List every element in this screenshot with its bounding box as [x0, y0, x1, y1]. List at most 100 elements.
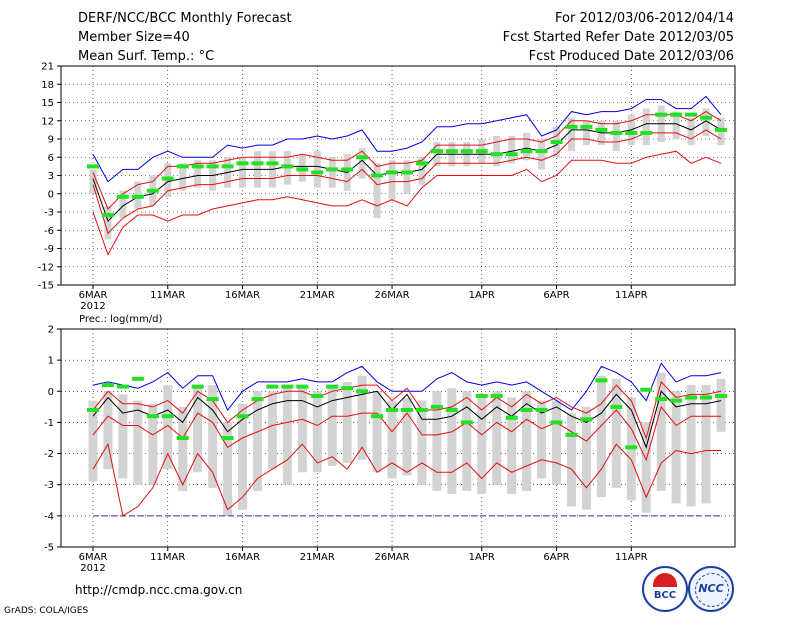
ensemble-box: [686, 385, 696, 507]
upper-spread-line: [92, 380, 722, 440]
observed-marker: [87, 407, 99, 412]
ensemble-box: [103, 391, 113, 470]
ensemble-box: [238, 403, 248, 510]
observed-marker: [176, 164, 189, 169]
min-line: [92, 150, 722, 256]
observed-marker: [430, 404, 443, 409]
observed-marker: [460, 149, 473, 154]
panel-temperature: 6MAR 11MAR 16MAR 21MAR 26MAR 1APR 6APR 11APR 201…: [38, 62, 736, 312]
ensemble-box: [178, 406, 188, 491]
ensemble-box: [447, 388, 457, 495]
footer-credit: GrADS: COLA/IGES: [4, 606, 89, 616]
ensemble-box: [477, 397, 487, 495]
observed-marker: [415, 407, 428, 412]
observed-marker: [700, 115, 713, 120]
ensemble-box: [358, 148, 366, 179]
ensemble-box: [672, 111, 680, 139]
observed-marker: [281, 384, 294, 389]
ensemble-box: [611, 378, 621, 488]
y-tick-label: 9: [48, 135, 54, 146]
ensemble-box: [89, 169, 97, 194]
header-start-date: Fcst Started Refer Date 2012/03/05: [502, 30, 734, 45]
observed-marker: [371, 414, 384, 419]
x-tick-label: 1APR: [469, 552, 495, 563]
ensemble-box: [596, 375, 606, 498]
x-tick-label: 11MAR: [150, 552, 185, 563]
header-forecast-period: For 2012/03/06-2012/04/14: [555, 11, 734, 26]
observed-marker: [116, 384, 129, 389]
observed-marker: [251, 397, 264, 402]
observed-marker: [610, 404, 623, 409]
y-tick-label: -3: [44, 480, 54, 491]
ensemble-box: [537, 400, 547, 479]
ensemble-box: [163, 385, 173, 470]
observed-marker: [131, 376, 144, 381]
observed-marker: [236, 414, 249, 419]
ensemble-box: [582, 120, 590, 146]
observed-marker: [341, 386, 354, 391]
x-tick-label: 26MAR: [374, 552, 409, 563]
y-tick-label: 3: [48, 171, 54, 182]
observed-marker: [610, 130, 623, 135]
observed-marker: [445, 149, 458, 154]
observed-marker: [565, 432, 578, 437]
panel-title: Prec.: log(mm/d): [79, 314, 162, 325]
y-tick-label: -9: [44, 244, 54, 255]
observed-marker: [550, 140, 563, 145]
observed-marker: [341, 167, 354, 172]
observed-marker: [715, 127, 727, 132]
footer-url[interactable]: http://cmdp.ncc.cma.gov.cn: [75, 583, 243, 597]
lower-spread-line: [92, 405, 721, 462]
observed-marker: [266, 384, 279, 389]
ensemble-box: [239, 157, 247, 188]
ncc-logo-globe-icon: [695, 573, 729, 607]
observed-marker: [490, 152, 503, 157]
ncc-logo: NCC: [688, 566, 734, 612]
x-tick-label: 11MAR: [150, 290, 185, 301]
ensemble-box: [702, 108, 710, 136]
observed-marker: [505, 415, 518, 420]
ensemble-box: [313, 151, 321, 188]
observed-marker: [625, 130, 638, 135]
observed-marker: [625, 445, 638, 450]
ensemble-box: [282, 388, 292, 485]
observed-marker: [460, 420, 473, 425]
x-year-label: 2012: [80, 563, 105, 574]
ensemble-box: [297, 388, 307, 473]
ensemble-box: [208, 385, 218, 488]
y-tick-label: 15: [41, 98, 54, 109]
observed-marker: [296, 167, 309, 172]
ensemble-box: [641, 422, 651, 513]
y-tick-label: 0: [48, 189, 54, 200]
max-line: [92, 362, 722, 411]
observed-marker: [670, 398, 683, 403]
observed-marker: [206, 164, 219, 169]
max-line: [92, 95, 722, 183]
observed-marker: [401, 407, 413, 412]
observed-marker: [445, 407, 458, 412]
observed-marker: [236, 161, 249, 166]
ensemble-box: [357, 375, 367, 460]
header-member-size: Member Size=40: [78, 30, 190, 45]
observed-marker: [326, 384, 339, 389]
observed-marker: [101, 383, 114, 388]
ensemble-box: [223, 422, 233, 516]
y-tick-label: 1: [48, 356, 54, 367]
observed-marker: [640, 130, 653, 135]
ensemble-box: [312, 391, 322, 473]
observed-marker: [535, 407, 548, 412]
ensemble-box: [566, 413, 576, 507]
ensemble-box: [403, 160, 411, 194]
ensemble-box: [716, 378, 726, 432]
bcc-logo-arc-icon: [653, 573, 677, 587]
x-tick-label: 11APR: [615, 552, 648, 563]
ensemble-box: [104, 205, 112, 240]
ensemble-mean-line: [92, 390, 722, 449]
ensemble-box: [327, 388, 337, 467]
ensemble-box: [523, 132, 531, 161]
observed-marker: [251, 161, 264, 166]
observed-marker: [176, 436, 189, 440]
x-year-label: 2012: [80, 301, 105, 312]
observed-marker: [281, 164, 294, 169]
